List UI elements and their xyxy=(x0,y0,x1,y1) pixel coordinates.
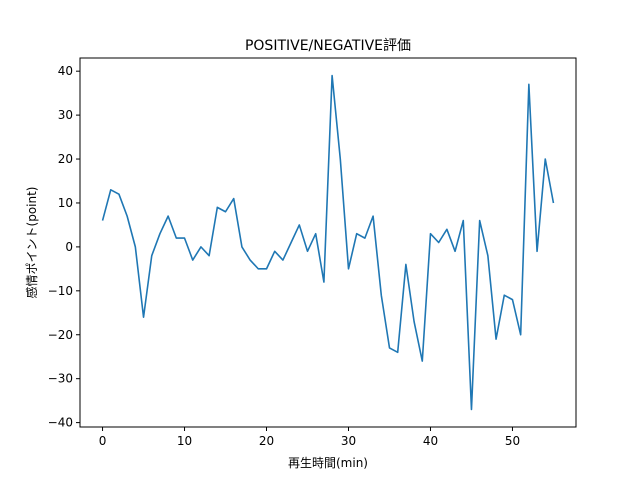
x-tick-label: 30 xyxy=(341,434,356,448)
axis-ticks: 0 10 20 30 40 50 −40 −30 −20 −10 0 10 20 30 40 xyxy=(48,64,520,448)
y-tick-label: 0 xyxy=(65,240,73,254)
x-tick-label: 40 xyxy=(423,434,438,448)
chart-title: POSITIVE/NEGATIVE評価 xyxy=(245,38,411,54)
y-tick-label: −40 xyxy=(48,416,73,430)
x-tick-label: 0 xyxy=(99,434,107,448)
y-tick-label: 30 xyxy=(58,108,73,122)
x-tick-label: 20 xyxy=(259,434,274,448)
y-axis-label: 感情ポイント(point) xyxy=(24,187,39,299)
plot-area xyxy=(101,74,555,411)
series-line-0 xyxy=(101,74,555,411)
axes-frame xyxy=(79,57,577,428)
x-tick-label: 50 xyxy=(505,434,520,448)
y-tick-label: 10 xyxy=(58,196,73,210)
x-axis-label: 再生時間(min) xyxy=(288,456,368,470)
y-tick-label: −30 xyxy=(48,372,73,386)
y-tick-label: 20 xyxy=(58,152,73,166)
y-tick-label: −20 xyxy=(48,328,73,342)
y-tick-label: 40 xyxy=(58,64,73,78)
y-tick-label: −10 xyxy=(48,284,73,298)
x-tick-label: 10 xyxy=(177,434,192,448)
